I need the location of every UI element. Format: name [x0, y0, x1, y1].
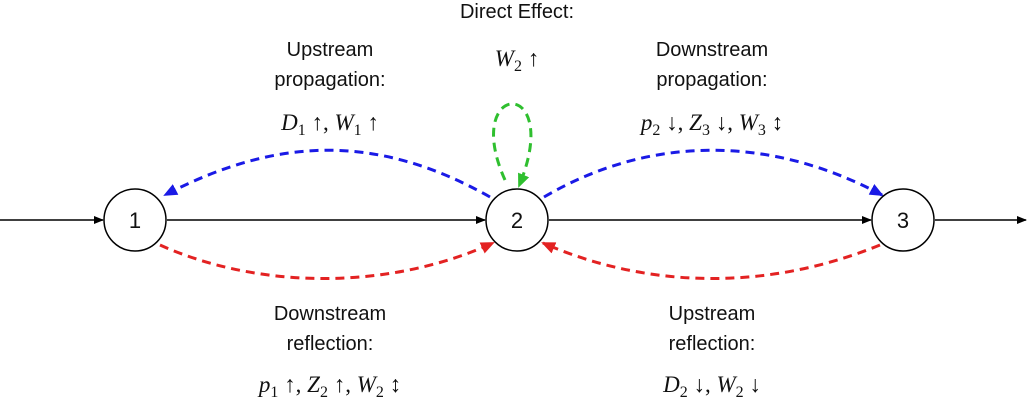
formula-var: W [739, 110, 760, 135]
formula-op: ↑, [306, 110, 335, 135]
formula-var: D [662, 372, 680, 397]
formula-sub: 1 [270, 384, 278, 401]
node-label: 1 [129, 208, 141, 233]
formula-sub: 2 [376, 384, 384, 401]
node [871, 188, 935, 252]
formula-op: ↑ [362, 110, 379, 135]
node [485, 188, 549, 252]
formula-op: ↕ [384, 372, 401, 397]
node-label: 3 [897, 208, 909, 233]
formula-op: ↓, [710, 110, 739, 135]
direct-effect-formula: W2 ↑ [495, 46, 539, 75]
formula-var: D [280, 110, 298, 135]
formula-var: W [334, 110, 355, 135]
node [103, 188, 167, 252]
formula-sub: 3 [702, 122, 710, 139]
formula-sub: 3 [758, 122, 766, 139]
label-line: Upstream [669, 303, 756, 325]
formula-sub: 2 [320, 384, 328, 401]
formula-sub: 2 [652, 122, 660, 139]
formula-var: W [495, 46, 516, 71]
label-line: reflection: [669, 333, 756, 355]
formula-op: ↕ [766, 110, 783, 135]
formula-op: ↑ [522, 46, 539, 71]
direct-effect-arrow [492, 102, 533, 188]
formula-sub: 2 [680, 384, 688, 401]
upstream-propagation-arrow [163, 148, 491, 199]
formula-var: p [257, 372, 271, 397]
downstream-propagation-arrow [543, 148, 884, 199]
label-line: Upstream [287, 39, 374, 61]
formula-sub: 2 [736, 384, 744, 401]
downstream-reflection-arrow [159, 241, 495, 280]
upstream-reflection-arrow [541, 241, 881, 280]
formula-sub: 1 [354, 122, 362, 139]
label-line: propagation: [274, 69, 385, 91]
formula-sub: 1 [298, 122, 306, 139]
nodes: 1 2 3 [103, 188, 935, 252]
label-line: Downstream [656, 39, 768, 61]
formula-var: W [357, 372, 378, 397]
node-label: 2 [511, 208, 523, 233]
effect-arrows [159, 102, 884, 280]
label-formula: D2 ↓, W2 ↓ [662, 372, 761, 401]
label-line: reflection: [287, 333, 374, 355]
formula-sub: 2 [514, 58, 522, 75]
label-formula: p2 ↓, Z3 ↓, W3 ↕ [639, 110, 783, 139]
label-line: propagation: [656, 69, 767, 91]
formula-var: Z [307, 372, 320, 397]
formula-var: Z [689, 110, 702, 135]
label-formula: p1 ↑, Z2 ↑, W2 ↕ [257, 372, 401, 401]
formula-op: ↑, [328, 372, 357, 397]
label-line: Downstream [274, 303, 386, 325]
label-formula: D1 ↑, W1 ↑ [280, 110, 379, 139]
formula-op: ↓, [660, 110, 689, 135]
direct-effect-title: Direct Effect: [460, 1, 574, 23]
formula-op: ↑, [278, 372, 307, 397]
formula-var: p [639, 110, 653, 135]
formula-var: W [716, 372, 737, 397]
formula-op: ↓, [688, 372, 717, 397]
formula-op: ↓ [744, 372, 761, 397]
